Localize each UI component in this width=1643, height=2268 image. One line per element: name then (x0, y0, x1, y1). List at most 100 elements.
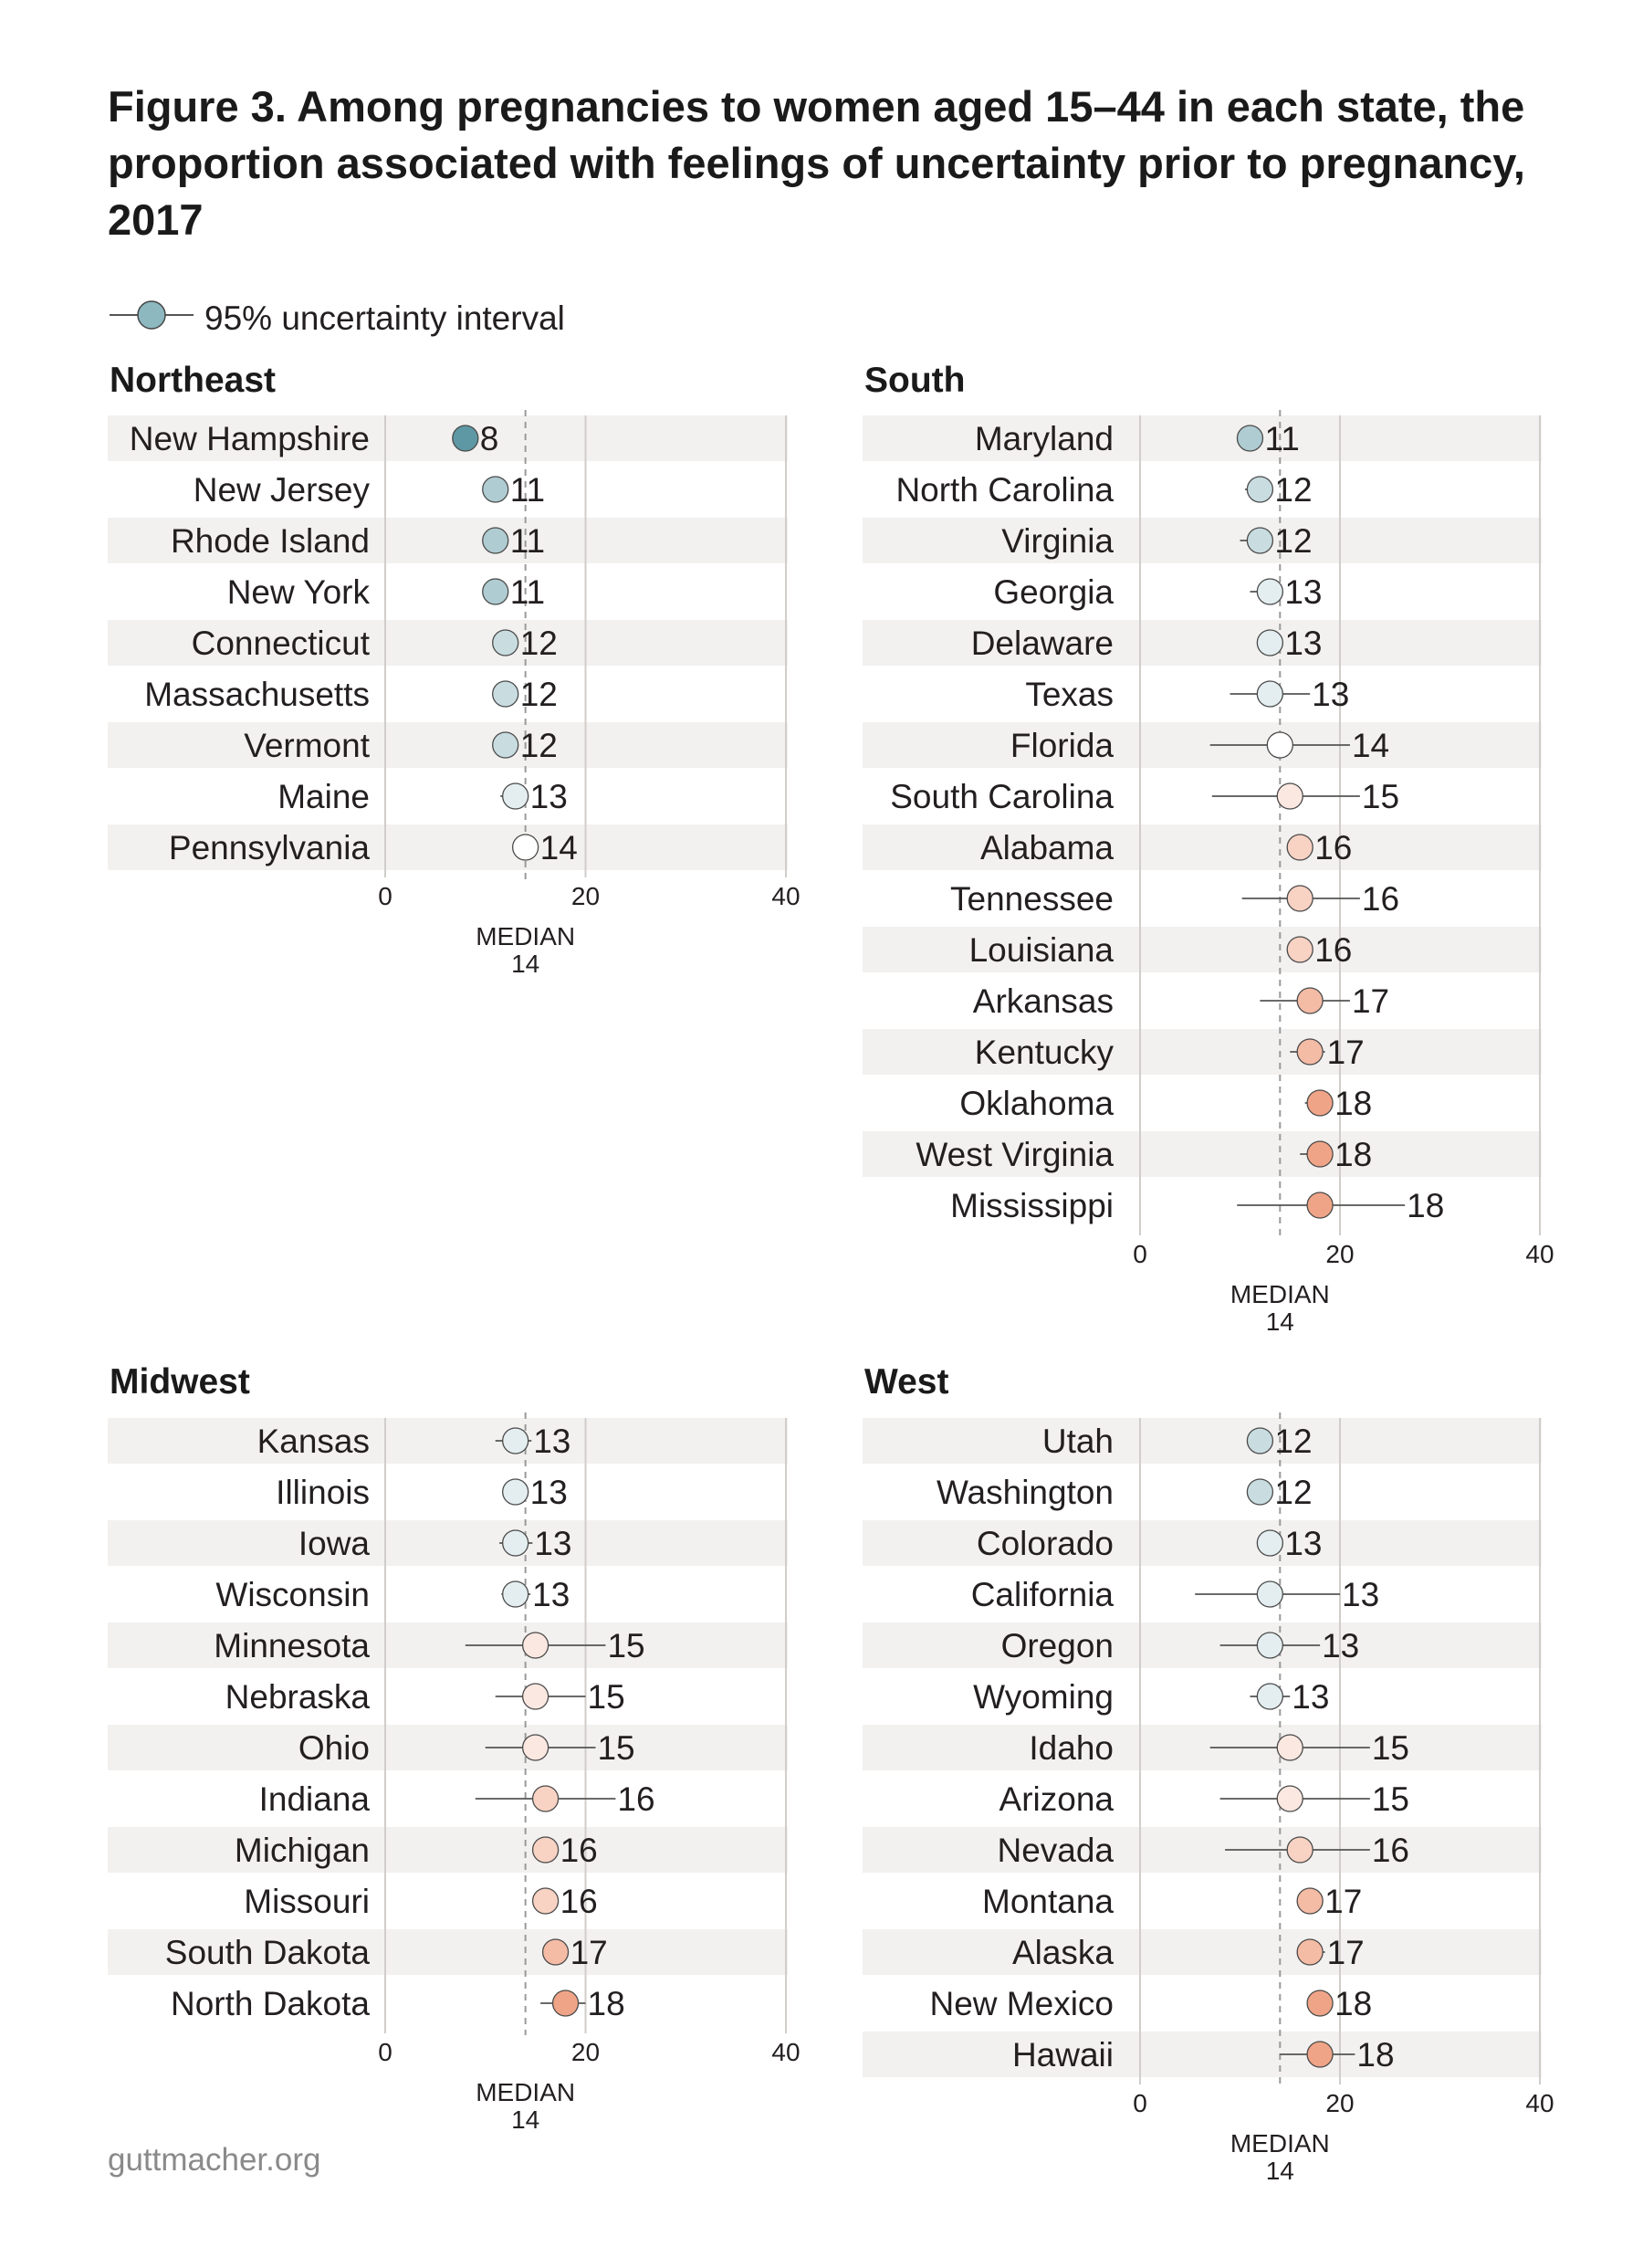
state-label: Arizona (999, 1780, 1115, 1818)
state-label: New Mexico (930, 1985, 1115, 2022)
state-label: Tennessee (950, 880, 1114, 918)
value-label: 18 (1334, 1085, 1372, 1122)
state-label: Rhode Island (171, 522, 370, 560)
row-shade (863, 927, 1542, 972)
tick-label: 0 (1133, 1240, 1147, 1268)
data-point (521, 1734, 549, 1761)
state-label: Virginia (1001, 522, 1114, 560)
data-point (1256, 1632, 1283, 1659)
row-shade (863, 1725, 1542, 1770)
data-point (1306, 2041, 1334, 2068)
state-label: Missouri (244, 1883, 370, 1920)
row-shade (863, 1827, 1542, 1873)
value-label: 11 (1264, 420, 1299, 457)
state-label: Connecticut (192, 625, 371, 662)
state-label: Delaware (971, 625, 1114, 662)
row-shade (108, 518, 788, 563)
value-label: 11 (510, 471, 545, 509)
data-point (531, 1836, 560, 1864)
row-shade (108, 1418, 788, 1464)
row-shade (863, 1131, 1542, 1177)
value-label: 16 (560, 1883, 598, 1920)
region-title: South (864, 361, 965, 400)
row-shade (863, 824, 1542, 870)
state-label: New York (227, 573, 371, 611)
data-point (512, 834, 539, 861)
data-point (492, 629, 519, 656)
tick-label: 40 (771, 2038, 800, 2066)
value-label: 16 (1372, 1832, 1409, 1869)
state-label: Nevada (997, 1832, 1114, 1869)
row-shade (108, 722, 788, 768)
state-label: North Dakota (171, 1985, 370, 2022)
value-label: 18 (1356, 2036, 1394, 2074)
data-point (1306, 1990, 1334, 2017)
state-label: Maryland (975, 420, 1114, 457)
data-point (531, 1887, 560, 1915)
data-point (1306, 1192, 1334, 1219)
value-label: 15 (588, 1678, 625, 1716)
data-point (452, 425, 479, 452)
value-label: 12 (520, 625, 558, 662)
data-point (492, 680, 519, 708)
data-point (482, 527, 509, 554)
tick-label: 20 (1325, 2089, 1354, 2117)
state-label: California (971, 1576, 1115, 1613)
state-label: Washington (937, 1474, 1114, 1511)
data-point (1306, 1089, 1334, 1117)
median-label: MEDIAN (476, 922, 575, 950)
row-shade (863, 518, 1542, 563)
row-shade (863, 620, 1542, 666)
data-point (521, 1683, 549, 1710)
tick-label: 40 (1525, 2089, 1554, 2117)
median-value: 14 (1266, 1307, 1294, 1336)
state-label: Arkansas (973, 982, 1114, 1020)
data-point (502, 1580, 529, 1608)
state-label: Ohio (298, 1729, 370, 1767)
data-point (1246, 527, 1274, 554)
tick-label: 0 (1133, 2089, 1147, 2117)
state-label: Texas (1025, 676, 1114, 713)
state-label: Florida (1010, 727, 1115, 764)
value-label: 13 (532, 1576, 570, 1613)
region-title: West (864, 1362, 948, 1402)
value-label: 12 (520, 676, 558, 713)
data-point (1276, 1734, 1303, 1761)
value-label: 13 (1284, 625, 1322, 662)
data-point (1256, 629, 1283, 656)
data-point (1296, 1887, 1324, 1915)
state-label: North Carolina (895, 471, 1114, 509)
data-point (1276, 782, 1303, 810)
value-label: 17 (1324, 1883, 1362, 1920)
value-label: 14 (1352, 727, 1389, 764)
value-label: 12 (1274, 1474, 1312, 1511)
data-point (482, 476, 509, 503)
value-label: 13 (1342, 1576, 1379, 1613)
value-label: 16 (617, 1780, 654, 1818)
state-label: Kansas (257, 1423, 370, 1460)
state-label: Wyoming (973, 1678, 1114, 1716)
tick-label: 20 (571, 882, 600, 910)
row-shade (863, 722, 1542, 768)
tick-label: 20 (1325, 1240, 1354, 1268)
value-label: 17 (1352, 982, 1389, 1020)
value-label: 13 (1312, 676, 1349, 713)
tick-label: 0 (378, 882, 392, 910)
state-label: South Carolina (890, 778, 1114, 815)
value-label: 13 (530, 778, 568, 815)
footer-source: guttmacher.org (108, 2142, 321, 2178)
state-label: Utah (1042, 1423, 1114, 1460)
state-label: Georgia (993, 573, 1114, 611)
data-point (551, 1990, 580, 2017)
row-shade (863, 1622, 1542, 1668)
data-point (502, 1427, 529, 1454)
state-label: Mississippi (950, 1187, 1114, 1224)
data-point (502, 782, 529, 810)
value-label: 8 (480, 420, 499, 457)
data-point (1256, 680, 1283, 708)
tick-label: 0 (378, 2038, 392, 2066)
state-label: Hawaii (1012, 2036, 1114, 2074)
state-label: Massachusetts (144, 676, 370, 713)
data-point (1256, 578, 1283, 605)
figure-title: Figure 3. Among pregnancies to women age… (108, 82, 1525, 244)
